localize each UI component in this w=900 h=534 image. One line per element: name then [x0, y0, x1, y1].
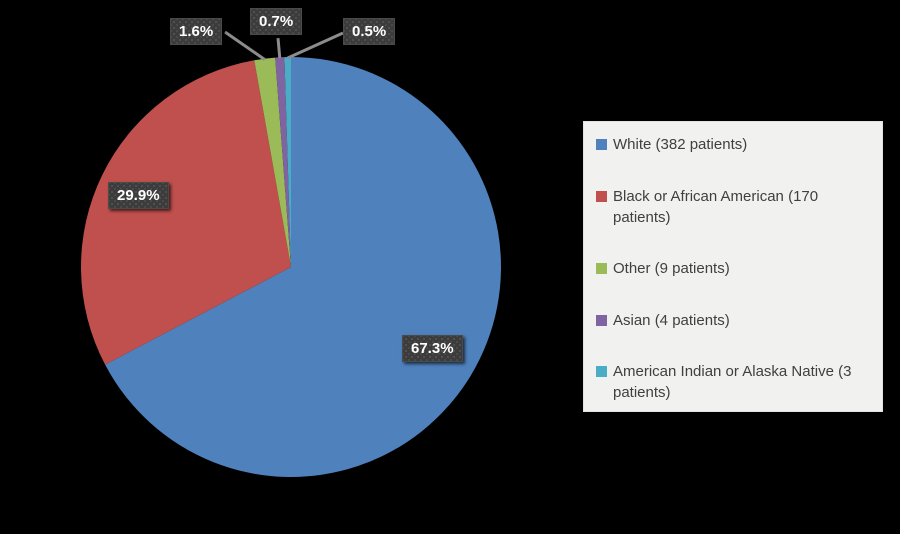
legend-item-american-indian-alaska-native: American Indian or Alaska Native (3 pati…: [596, 361, 874, 403]
pie-slice-other: [254, 57, 291, 267]
legend-label: White (382 patients): [613, 136, 748, 153]
leader-line: [224, 30, 266, 61]
legend-swatch-other: [596, 263, 607, 274]
leader-line: [287, 31, 344, 60]
legend-item-black-or-african-american: Black or African American (170 patients): [596, 186, 874, 228]
data-label-other: 1.6%: [170, 18, 223, 45]
pie-slice-black-or-african-american: [80, 60, 291, 365]
legend-swatch-american-indian-alaska-native: [596, 366, 607, 377]
legend-item-other: Other (9 patients): [596, 258, 874, 279]
pie-slice-white: [105, 57, 501, 477]
legend-swatch-white: [596, 139, 607, 150]
legend-swatch-asian: [596, 314, 607, 326]
pie-slice-asian: [275, 57, 291, 267]
data-label-black-or-african-american: 29.9%: [108, 182, 169, 209]
leader-line: [276, 37, 282, 59]
data-label-asian: 0.7%: [250, 8, 303, 35]
legend-swatch-black-or-african-american: [596, 190, 607, 202]
legend-label: Asian (4 patients): [613, 311, 730, 329]
legend-label: Other (9 patients): [613, 260, 730, 277]
data-label-american-indian-alaska-native: 0.5%: [343, 18, 396, 45]
legend-item-white: White (382 patients): [596, 134, 874, 155]
legend-label: Black or African American (170 patients): [613, 187, 819, 226]
legend-label: American Indian or Alaska Native (3 pati…: [613, 363, 852, 401]
data-label-white: 67.3%: [402, 335, 463, 362]
pie-slice-american-indian-or-alaska-native: [284, 56, 291, 267]
legend-item-asian: Asian (4 patients): [596, 310, 874, 331]
legend: White (382 patients) Black or African Am…: [583, 121, 883, 412]
